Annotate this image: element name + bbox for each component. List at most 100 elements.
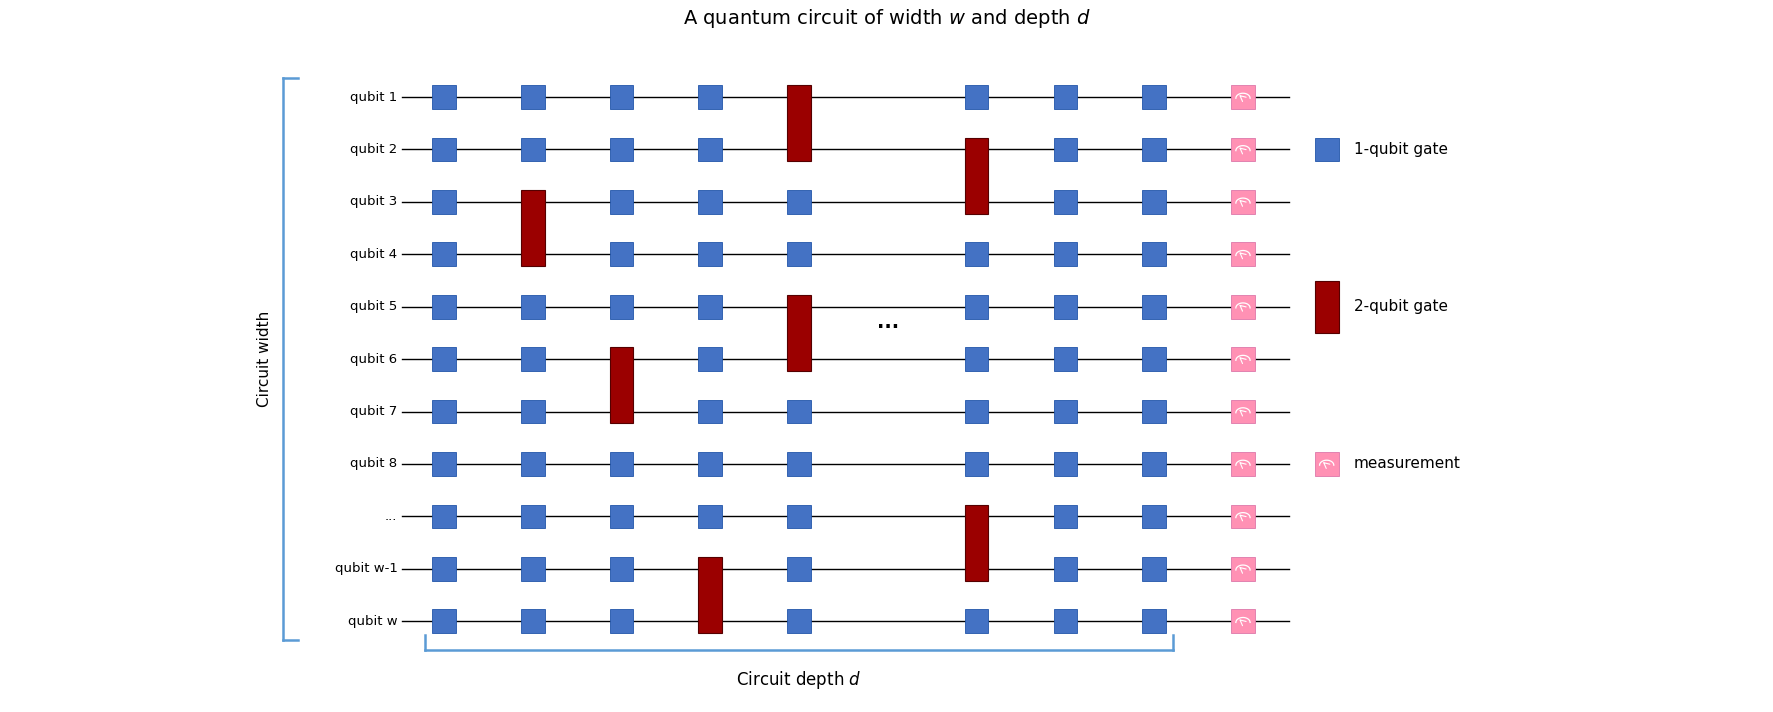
FancyBboxPatch shape: [1142, 347, 1165, 371]
FancyBboxPatch shape: [699, 295, 722, 318]
FancyBboxPatch shape: [699, 347, 722, 371]
FancyBboxPatch shape: [1230, 190, 1254, 214]
FancyBboxPatch shape: [965, 137, 988, 214]
FancyBboxPatch shape: [1230, 609, 1254, 633]
FancyBboxPatch shape: [1230, 295, 1254, 318]
FancyBboxPatch shape: [1142, 295, 1165, 318]
FancyBboxPatch shape: [610, 452, 633, 476]
FancyBboxPatch shape: [1230, 505, 1254, 528]
FancyBboxPatch shape: [433, 137, 456, 162]
Text: ···: ···: [876, 318, 899, 337]
FancyBboxPatch shape: [433, 557, 456, 581]
FancyBboxPatch shape: [1230, 243, 1254, 266]
FancyBboxPatch shape: [1142, 557, 1165, 581]
Text: measurement: measurement: [1353, 456, 1459, 471]
FancyBboxPatch shape: [521, 137, 544, 162]
FancyBboxPatch shape: [1142, 137, 1165, 162]
FancyBboxPatch shape: [699, 190, 722, 214]
FancyBboxPatch shape: [521, 557, 544, 581]
Text: qubit 4: qubit 4: [349, 248, 397, 261]
FancyBboxPatch shape: [1053, 85, 1076, 109]
FancyBboxPatch shape: [610, 557, 633, 581]
FancyBboxPatch shape: [787, 609, 810, 633]
FancyBboxPatch shape: [1053, 452, 1076, 476]
FancyBboxPatch shape: [1142, 190, 1165, 214]
FancyBboxPatch shape: [610, 609, 633, 633]
Text: qubit 2: qubit 2: [349, 143, 397, 156]
FancyBboxPatch shape: [787, 557, 810, 581]
FancyBboxPatch shape: [787, 190, 810, 214]
FancyBboxPatch shape: [787, 452, 810, 476]
FancyBboxPatch shape: [521, 505, 544, 528]
FancyBboxPatch shape: [1053, 347, 1076, 371]
FancyBboxPatch shape: [699, 85, 722, 109]
FancyBboxPatch shape: [610, 347, 633, 424]
FancyBboxPatch shape: [1142, 452, 1165, 476]
FancyBboxPatch shape: [433, 347, 456, 371]
FancyBboxPatch shape: [610, 295, 633, 318]
FancyBboxPatch shape: [699, 452, 722, 476]
FancyBboxPatch shape: [1230, 347, 1254, 371]
FancyBboxPatch shape: [965, 452, 988, 476]
FancyBboxPatch shape: [610, 190, 633, 214]
FancyBboxPatch shape: [433, 399, 456, 424]
FancyBboxPatch shape: [610, 85, 633, 109]
FancyBboxPatch shape: [787, 85, 810, 162]
FancyBboxPatch shape: [521, 295, 544, 318]
FancyBboxPatch shape: [521, 609, 544, 633]
FancyBboxPatch shape: [433, 609, 456, 633]
FancyBboxPatch shape: [433, 85, 456, 109]
FancyBboxPatch shape: [965, 505, 988, 581]
FancyBboxPatch shape: [699, 243, 722, 266]
FancyBboxPatch shape: [1142, 85, 1165, 109]
FancyBboxPatch shape: [1314, 137, 1339, 162]
FancyBboxPatch shape: [1142, 399, 1165, 424]
FancyBboxPatch shape: [610, 243, 633, 266]
Text: Circuit depth $d$: Circuit depth $d$: [736, 669, 862, 691]
Text: 1-qubit gate: 1-qubit gate: [1353, 142, 1447, 157]
FancyBboxPatch shape: [610, 505, 633, 528]
FancyBboxPatch shape: [1230, 452, 1254, 476]
Text: qubit 3: qubit 3: [349, 195, 397, 209]
FancyBboxPatch shape: [433, 505, 456, 528]
FancyBboxPatch shape: [1314, 452, 1339, 476]
Text: qubit w-1: qubit w-1: [335, 562, 397, 575]
Title: A quantum circuit of width $w$ and depth $d$: A quantum circuit of width $w$ and depth…: [683, 7, 1090, 30]
FancyBboxPatch shape: [1053, 190, 1076, 214]
FancyBboxPatch shape: [1142, 505, 1165, 528]
FancyBboxPatch shape: [787, 295, 810, 371]
FancyBboxPatch shape: [521, 85, 544, 109]
FancyBboxPatch shape: [1230, 557, 1254, 581]
FancyBboxPatch shape: [1053, 295, 1076, 318]
FancyBboxPatch shape: [1053, 557, 1076, 581]
FancyBboxPatch shape: [1230, 399, 1254, 424]
FancyBboxPatch shape: [1053, 243, 1076, 266]
FancyBboxPatch shape: [1053, 609, 1076, 633]
Text: qubit 6: qubit 6: [349, 352, 397, 366]
FancyBboxPatch shape: [433, 190, 456, 214]
FancyBboxPatch shape: [433, 452, 456, 476]
FancyBboxPatch shape: [787, 505, 810, 528]
FancyBboxPatch shape: [1314, 281, 1339, 333]
FancyBboxPatch shape: [610, 137, 633, 162]
FancyBboxPatch shape: [699, 557, 722, 633]
FancyBboxPatch shape: [1230, 137, 1254, 162]
FancyBboxPatch shape: [965, 609, 988, 633]
Text: 2-qubit gate: 2-qubit gate: [1353, 299, 1447, 314]
FancyBboxPatch shape: [965, 243, 988, 266]
FancyBboxPatch shape: [1142, 609, 1165, 633]
FancyBboxPatch shape: [1142, 243, 1165, 266]
Text: qubit w: qubit w: [348, 614, 397, 628]
FancyBboxPatch shape: [433, 295, 456, 318]
FancyBboxPatch shape: [1053, 505, 1076, 528]
FancyBboxPatch shape: [787, 243, 810, 266]
FancyBboxPatch shape: [433, 243, 456, 266]
FancyBboxPatch shape: [699, 399, 722, 424]
Text: qubit 1: qubit 1: [349, 90, 397, 103]
Text: qubit 5: qubit 5: [349, 300, 397, 313]
FancyBboxPatch shape: [1230, 85, 1254, 109]
FancyBboxPatch shape: [521, 399, 544, 424]
FancyBboxPatch shape: [965, 295, 988, 318]
FancyBboxPatch shape: [1053, 399, 1076, 424]
FancyBboxPatch shape: [521, 190, 544, 266]
